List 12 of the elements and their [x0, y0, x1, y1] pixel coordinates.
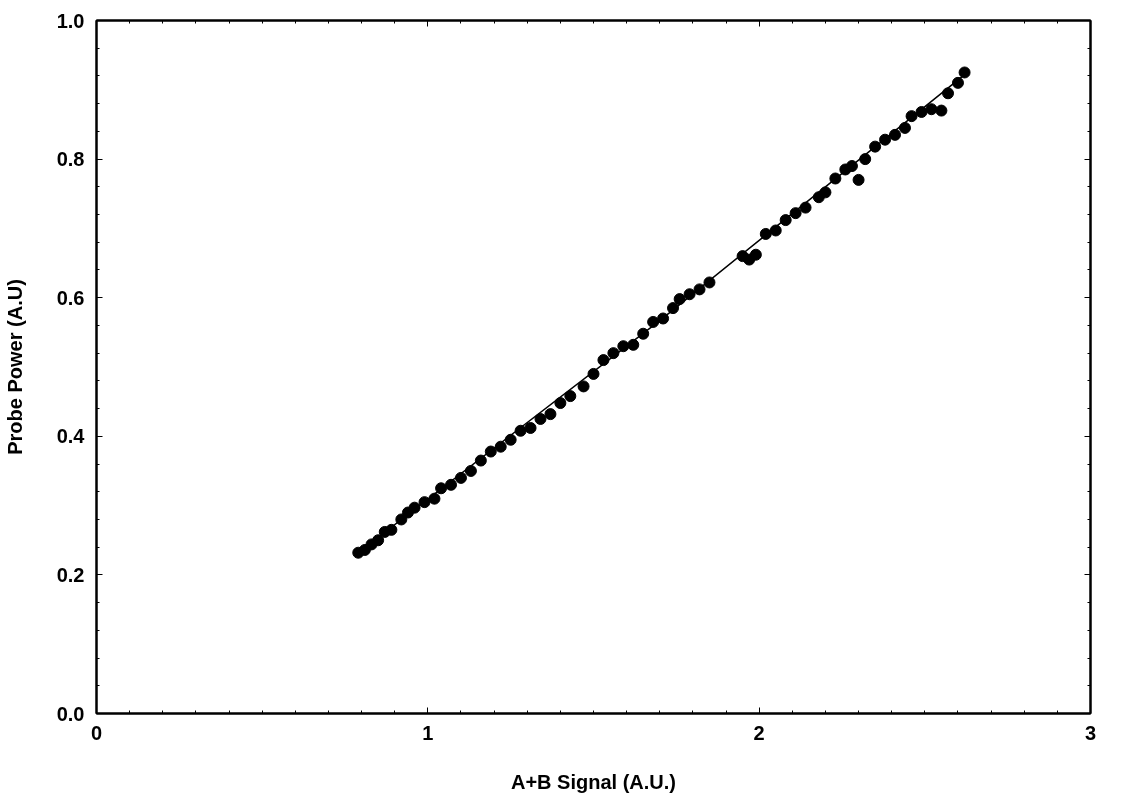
y-tick-label: 0.8 [56, 148, 85, 171]
x-axis-title: A+B Signal (A.U.) [511, 770, 677, 793]
x-tick-label: 1 [422, 721, 434, 744]
y-axis-title: Probe Power (A.U) [3, 279, 26, 455]
y-tick-label: 0.4 [56, 425, 86, 448]
y-tick-label: 1.0 [56, 9, 85, 32]
x-tick-label: 3 [1084, 721, 1097, 744]
y-tick-label: 0.0 [56, 702, 85, 725]
y-tick-label: 0.6 [56, 286, 85, 309]
x-tick-label: 2 [753, 721, 765, 744]
x-tick-label: 0 [90, 721, 103, 744]
y-tick-label: 0.2 [56, 563, 85, 586]
